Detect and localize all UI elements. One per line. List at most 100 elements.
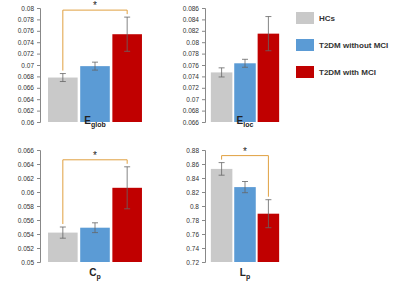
y-axis: 0.72 0.74 0.76 0.78 0.8 0.82 0.84 0.86 0.88 — [186, 147, 205, 266]
tick-mark — [37, 19, 40, 20]
tick-label: 0.08 — [21, 5, 34, 12]
tick-label: 0.062 — [18, 107, 35, 114]
tick-label: 0.054 — [18, 231, 35, 238]
y-axis: 0.060.0620.0640.0660.0680.070.0720.0740.… — [18, 5, 41, 126]
tick-mark — [37, 111, 40, 112]
tick-label: 0.066 — [183, 119, 200, 126]
significance-bracket — [63, 160, 127, 224]
tick: 0.074 — [18, 39, 40, 46]
tick-label: 0.82 — [186, 189, 199, 196]
y-axis: 0.0660.0680.070.0720.0740.0760.0780.080.… — [183, 5, 206, 126]
tick: 0.064 — [18, 96, 40, 103]
tick-mark — [202, 19, 205, 20]
tick-mark — [37, 76, 40, 77]
legend-label: T2DM with MCI — [319, 68, 376, 77]
tick-label: 0.08 — [186, 39, 199, 46]
tick-mark — [37, 122, 40, 123]
error-bar — [124, 17, 130, 51]
tick: 0.84 — [186, 175, 205, 182]
panel: 0.0660.0680.070.0720.0740.0760.0780.080.… — [183, 5, 279, 128]
error-bar — [219, 68, 225, 77]
axis-line — [37, 151, 41, 263]
tick: 0.8 — [190, 203, 205, 210]
tick-mark — [202, 31, 205, 32]
legend-swatch — [296, 12, 314, 24]
tick-label: 0.064 — [18, 161, 35, 168]
tick-label: 0.88 — [186, 147, 199, 154]
tick-label: 0.86 — [186, 161, 199, 168]
tick: 0.076 — [183, 62, 205, 69]
tick: 0.052 — [18, 245, 40, 252]
tick-label: 0.072 — [18, 50, 35, 57]
tick-mark — [202, 54, 205, 55]
significance-label: * — [243, 146, 247, 157]
tick-label: 0.05 — [21, 259, 34, 266]
tick: 0.07 — [186, 96, 205, 103]
tick: 0.072 — [18, 50, 40, 57]
tick: 0.086 — [183, 5, 205, 12]
tick-label: 0.062 — [18, 175, 35, 182]
plot-area — [211, 163, 279, 262]
tick: 0.78 — [186, 217, 205, 224]
tick: 0.05 — [21, 259, 40, 266]
tick-mark — [202, 248, 205, 249]
tick-mark — [202, 65, 205, 66]
tick-mark — [202, 262, 205, 263]
x-label: Eglob — [84, 115, 105, 129]
tick-mark — [202, 99, 205, 100]
bar — [80, 66, 110, 122]
tick-label: 0.068 — [18, 73, 35, 80]
tick-label: 0.078 — [183, 50, 200, 57]
error-bar — [242, 182, 248, 193]
tick: 0.076 — [18, 27, 40, 34]
tick-label: 0.084 — [183, 16, 200, 23]
tick: 0.078 — [183, 50, 205, 57]
tick: 0.068 — [18, 73, 40, 80]
tick: 0.078 — [18, 16, 40, 23]
tick-label: 0.07 — [21, 62, 34, 69]
tick: 0.054 — [18, 231, 40, 238]
error-bar — [242, 59, 248, 67]
panel: 0.060.0620.0640.0660.0680.070.0720.0740.… — [18, 0, 142, 129]
tick-label: 0.74 — [186, 245, 199, 252]
tick-mark — [202, 220, 205, 221]
tick-mark — [37, 99, 40, 100]
tick-mark — [37, 262, 40, 263]
tick: 0.74 — [186, 245, 205, 252]
panel: 0.05 0.052 0.054 0.056 0.058 0.06 0.062 0.064 0.… — [18, 147, 142, 281]
tick: 0.072 — [183, 84, 205, 91]
tick: 0.06 — [21, 189, 40, 196]
tick-label: 0.076 — [183, 62, 200, 69]
tick-label: 0.056 — [18, 217, 35, 224]
tick-label: 0.068 — [183, 107, 200, 114]
tick-label: 0.086 — [183, 5, 200, 12]
tick-mark — [202, 192, 205, 193]
tick: 0.066 — [18, 147, 40, 154]
bar — [234, 63, 256, 122]
significance-label: * — [93, 0, 97, 11]
tick: 0.062 — [18, 107, 40, 114]
legend-swatch — [296, 39, 314, 51]
tick-mark — [202, 206, 205, 207]
tick-mark — [37, 206, 40, 207]
tick-label: 0.78 — [186, 217, 199, 224]
tick-mark — [202, 8, 205, 9]
significance-label: * — [93, 150, 97, 161]
tick-mark — [202, 178, 205, 179]
panel: 0.720.740.760.780.80.820.840.860.88*Lp — [186, 146, 279, 281]
tick: 0.88 — [186, 147, 205, 154]
tick-label: 0.76 — [186, 231, 199, 238]
legend-label: HCs — [319, 14, 336, 23]
plot-area — [48, 167, 142, 262]
tick-label: 0.06 — [21, 119, 34, 126]
x-label: Cp — [89, 267, 101, 281]
tick: 0.08 — [21, 5, 40, 12]
axis-line — [202, 9, 206, 123]
tick: 0.058 — [18, 203, 40, 210]
tick-label: 0.72 — [186, 259, 199, 266]
significance-bracket — [63, 10, 127, 70]
tick-mark — [202, 150, 205, 151]
y-axis: 0.05 0.052 0.054 0.056 0.058 0.06 0.062 0.064 0.… — [18, 147, 41, 266]
significance-bracket — [222, 156, 269, 197]
tick-label: 0.058 — [18, 203, 35, 210]
